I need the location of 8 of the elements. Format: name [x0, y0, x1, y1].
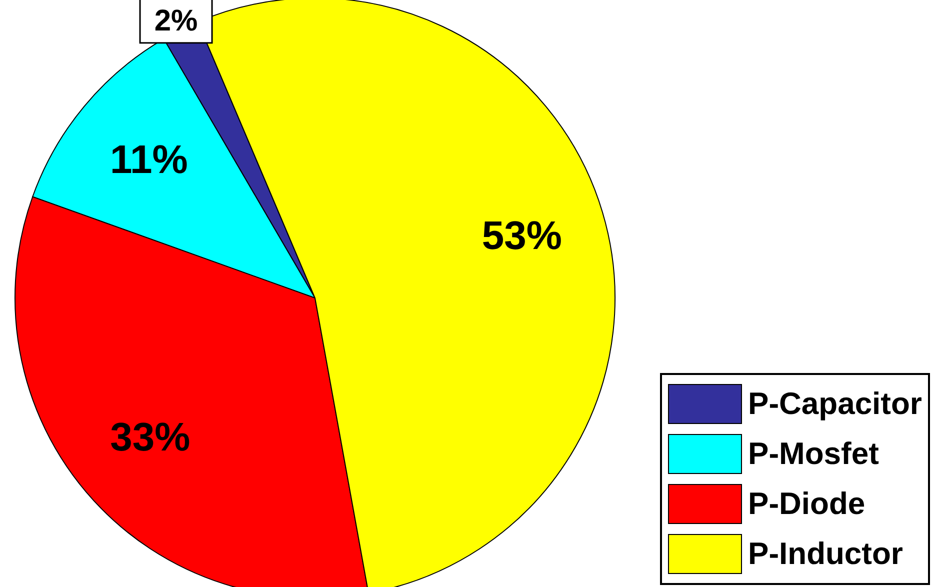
data-label: 33% [110, 416, 190, 460]
data-label: 11% [110, 138, 188, 182]
legend-label: P-Mosfet [748, 436, 879, 472]
legend-label: P-Capacitor [748, 386, 922, 422]
data-label: 2% [154, 4, 198, 38]
legend-label: P-Diode [748, 486, 866, 522]
data-label: 53% [482, 214, 562, 258]
legend-label: P-Inductor [748, 536, 904, 572]
